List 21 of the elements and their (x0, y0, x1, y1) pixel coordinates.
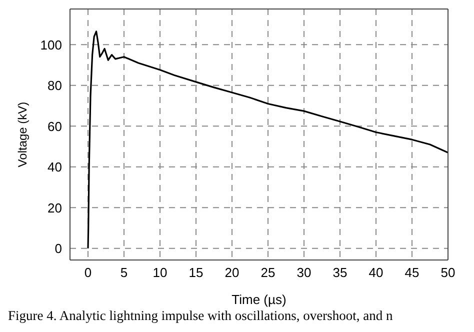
x-tick-label: 50 (440, 265, 456, 280)
y-axis-title: Voltage (kV) (15, 102, 30, 168)
y-tick-label: 100 (40, 37, 62, 52)
y-tick-label: 0 (54, 241, 62, 256)
x-tick-label: 0 (84, 265, 92, 280)
y-tick-label: 20 (48, 200, 62, 216)
y-tick-label: 40 (48, 160, 62, 175)
x-tick-label: 30 (296, 265, 312, 280)
x-tick-label: 35 (332, 265, 348, 280)
y-tick-label: 80 (48, 78, 62, 94)
y-tick-label: 60 (48, 118, 62, 134)
line-series (87, 30, 448, 250)
x-tick-label: 5 (120, 265, 128, 280)
x-tick-label: 45 (404, 265, 420, 280)
x-tick-label: 20 (224, 265, 240, 280)
x-tick-label: 15 (188, 265, 204, 280)
x-tick-label: 10 (152, 265, 168, 280)
caption: Figure 4. Analytic lightning impulse with oscillations, overshoot, and n (8, 308, 394, 324)
x-tick-label: 25 (260, 265, 276, 280)
x-axis-title: Time (µs) (232, 292, 286, 307)
x-tick-label: 40 (368, 265, 384, 280)
